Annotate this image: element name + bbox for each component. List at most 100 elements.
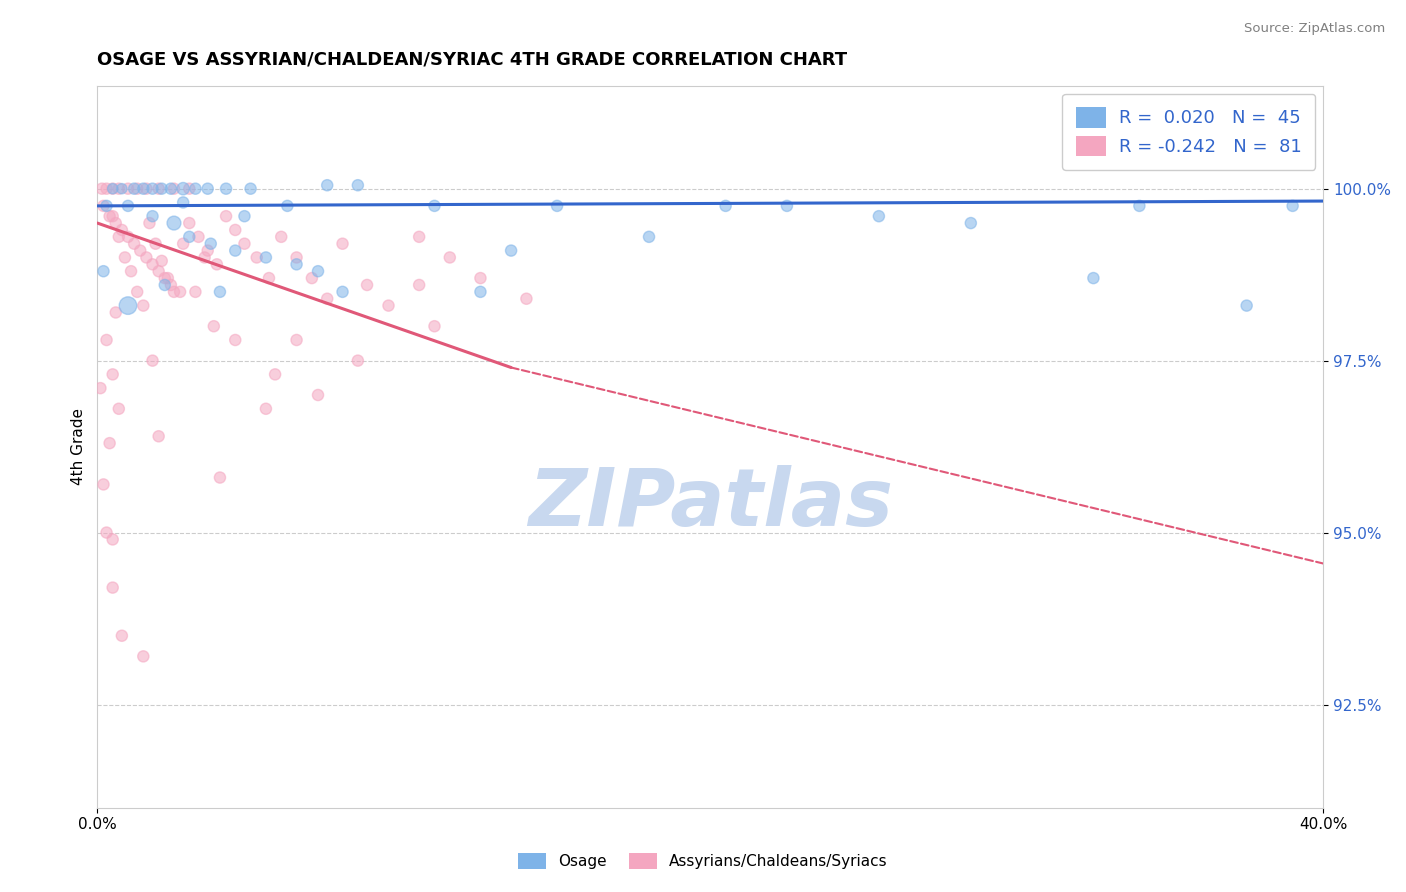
Point [117,199,139,213]
Point [301,271,323,285]
Point [408,229,430,244]
Point [107,229,129,244]
Point [96,333,118,347]
Point [111,223,134,237]
Y-axis label: 4th Grade: 4th Grade [72,409,86,485]
Point [224,333,246,347]
Point [200,236,222,251]
Point [150,253,173,268]
Point [101,209,124,223]
Point [423,319,446,334]
Point [316,178,339,193]
Point [132,649,155,664]
Point [120,264,142,278]
Point [96,525,118,540]
Point [111,629,134,643]
Point [114,251,136,265]
Point [224,223,246,237]
Point [184,182,207,196]
Point [98,209,121,223]
Point [307,388,329,402]
Point [208,470,231,484]
Point [184,285,207,299]
Legend: R =  0.020   N =  45, R = -0.242   N =  81: R = 0.020 N = 45, R = -0.242 N = 81 [1062,94,1315,169]
Point [153,277,176,292]
Point [285,251,308,265]
Point [439,251,461,265]
Point [233,209,256,223]
Point [257,271,280,285]
Point [356,277,378,292]
Point [127,182,149,196]
Point [150,182,173,196]
Point [101,533,124,547]
Point [208,285,231,299]
Point [215,209,238,223]
Point [163,216,186,230]
Point [202,319,225,334]
Point [316,292,339,306]
Point [179,229,201,244]
Point [254,251,277,265]
Point [347,178,370,193]
Point [96,199,118,213]
Point [179,216,201,230]
Point [332,236,354,251]
Point [132,182,155,196]
Point [187,229,209,244]
Text: ZIPatlas: ZIPatlas [527,466,893,543]
Point [101,368,124,382]
Point [197,182,219,196]
Point [101,182,124,196]
Point [160,182,183,196]
Point [141,353,163,368]
Point [1128,199,1150,213]
Point [205,257,228,271]
Point [98,436,121,450]
Point [959,216,981,230]
Point [163,182,186,196]
Point [285,333,308,347]
Point [246,251,269,265]
Point [1281,199,1303,213]
Point [347,353,370,368]
Point [332,285,354,299]
Point [470,285,492,299]
Point [117,182,139,196]
Point [215,182,238,196]
Point [408,277,430,292]
Point [868,209,890,223]
Text: OSAGE VS ASSYRIAN/CHALDEAN/SYRIAC 4TH GRADE CORRELATION CHART: OSAGE VS ASSYRIAN/CHALDEAN/SYRIAC 4TH GR… [97,51,848,69]
Point [129,244,152,258]
Point [148,264,170,278]
Point [515,292,537,306]
Point [138,216,160,230]
Point [141,209,163,223]
Point [91,182,114,196]
Point [172,195,194,210]
Point [101,182,124,196]
Point [233,236,256,251]
Point [117,299,139,313]
Point [172,182,194,196]
Point [148,182,170,196]
Point [122,182,145,196]
Point [169,285,191,299]
Point [423,199,446,213]
Point [145,236,167,251]
Point [1083,271,1105,285]
Point [377,299,399,313]
Point [141,182,163,196]
Point [172,236,194,251]
Point [127,285,149,299]
Point [141,257,163,271]
Point [470,271,492,285]
Point [93,264,115,278]
Text: Source: ZipAtlas.com: Source: ZipAtlas.com [1244,22,1385,36]
Point [107,401,129,416]
Point [197,244,219,258]
Point [264,368,287,382]
Point [104,216,127,230]
Point [285,257,308,271]
Point [117,229,139,244]
